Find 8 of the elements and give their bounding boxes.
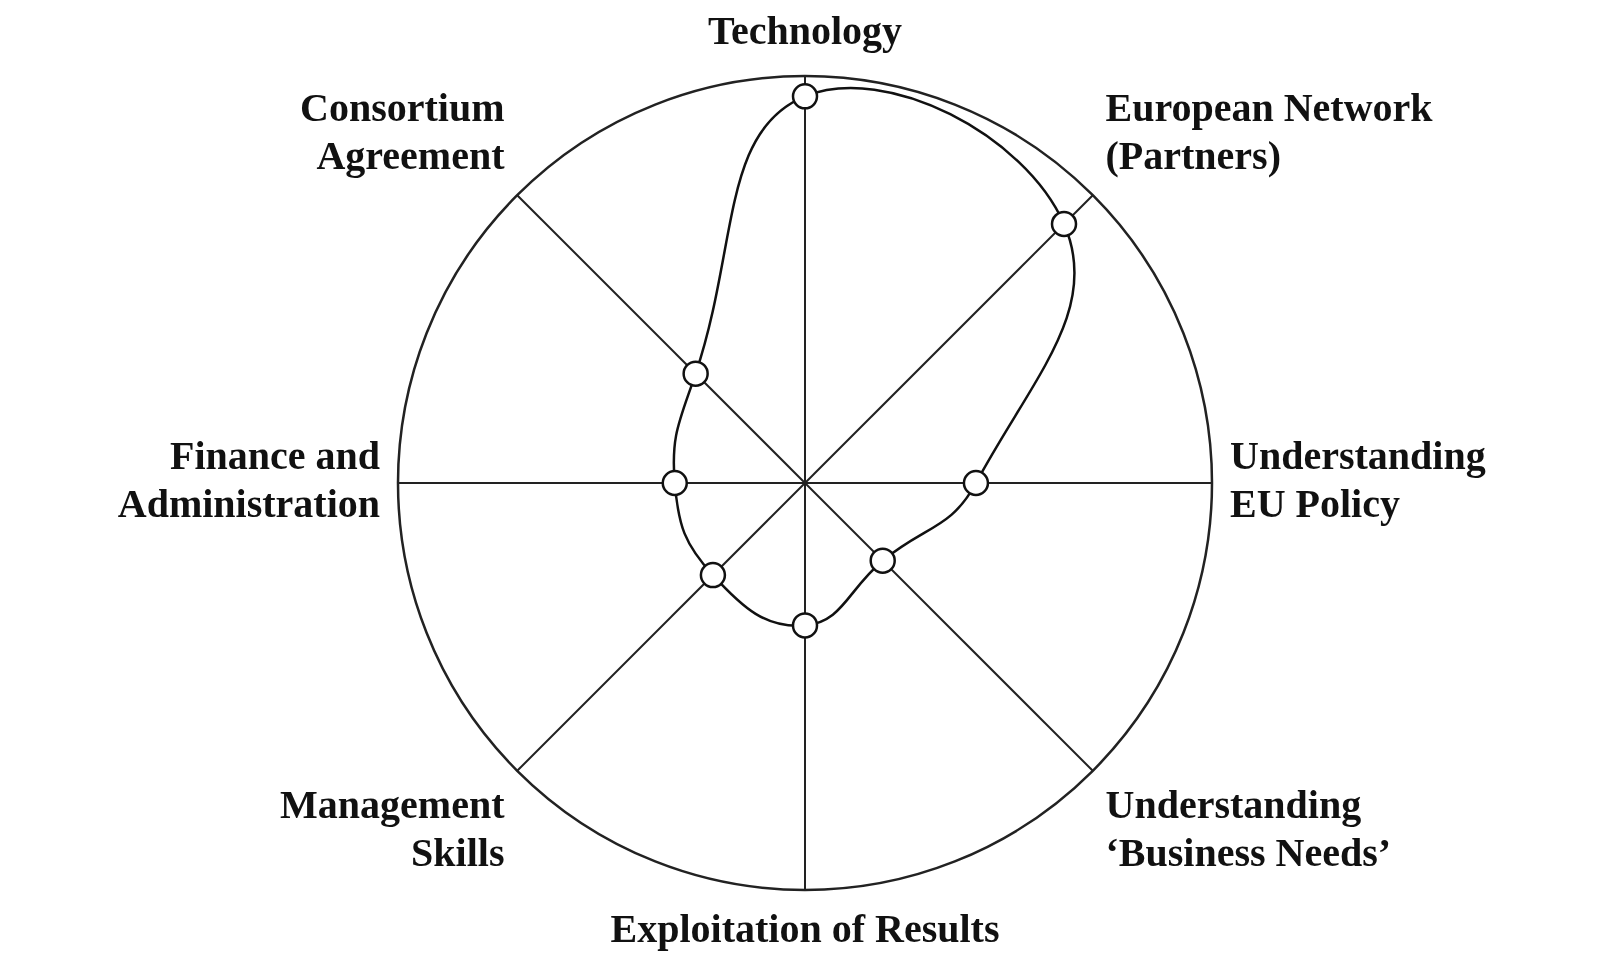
- spoke-label: Understanding ‘Business Needs’: [1105, 781, 1392, 875]
- spoke-label: Exploitation of Results: [610, 906, 1000, 952]
- spoke-label: Consortium Agreement: [300, 84, 506, 178]
- spoke-label: Technology: [707, 8, 903, 54]
- spoke-label: Management Skills: [280, 781, 506, 875]
- spoke-label: Finance and Administration: [117, 433, 380, 527]
- spoke-label: European Network (Partners): [1105, 84, 1434, 178]
- spoke-label: Understanding EU Policy: [1230, 433, 1486, 527]
